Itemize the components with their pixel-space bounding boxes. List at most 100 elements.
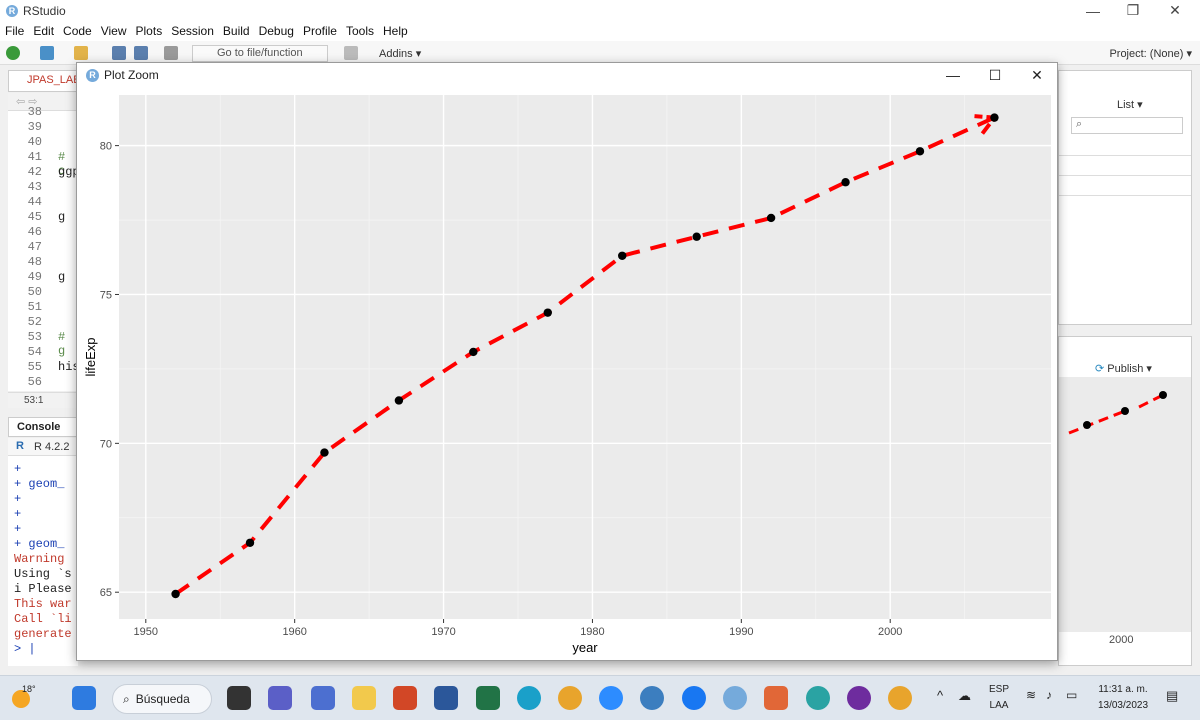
- console-header: R R 4.2.2: [8, 438, 78, 456]
- code-editor[interactable]: 38 39 40 41 42 43 44 45 46 47 48 49 50 51 52 53 54 55 56 # …: [8, 105, 80, 391]
- word-icon[interactable]: [434, 686, 458, 710]
- project-menu[interactable]: Project: (None) ▾: [1109, 48, 1192, 60]
- y-tick-label: 75: [100, 289, 112, 301]
- github-icon[interactable]: [847, 686, 871, 710]
- code-fragment: # g: [58, 330, 66, 358]
- code-fragment: g: [58, 210, 66, 224]
- zoom-maximize-button[interactable]: ☐: [988, 66, 1002, 83]
- y-tick-label: 80: [100, 141, 112, 153]
- onedrive-icon[interactable]: ☁: [958, 688, 971, 703]
- app-icon[interactable]: [640, 686, 664, 710]
- line-number: 38: [27, 105, 42, 119]
- back-arrow-icon[interactable]: ⇦ ⇨: [16, 96, 38, 108]
- console-tabbar: Console: [8, 417, 78, 437]
- region-indicator[interactable]: LAA: [989, 700, 1009, 711]
- publish-button[interactable]: ⟳ Publish ▾: [1095, 363, 1152, 375]
- list-view-button[interactable]: List ▾: [1117, 99, 1143, 111]
- line-number: 54: [27, 345, 42, 359]
- x-tick-label: 1990: [729, 626, 753, 638]
- print-icon[interactable]: [164, 46, 178, 60]
- minimize-button[interactable]: —: [1086, 2, 1100, 19]
- goto-file-input[interactable]: Go to file/function: [192, 45, 328, 62]
- search-app-icon[interactable]: [806, 686, 830, 710]
- task-view-icon[interactable]: [227, 686, 251, 710]
- search-label: Búsqueda: [135, 692, 190, 706]
- addins-label: Addins: [379, 48, 413, 60]
- data-point: [320, 448, 329, 457]
- environment-search-input[interactable]: ⌕: [1071, 117, 1183, 134]
- menu-session[interactable]: Session: [171, 24, 214, 38]
- taskbar-search[interactable]: ⌕ Búsqueda: [112, 684, 212, 714]
- plot-panel: [119, 95, 1051, 619]
- app-title: RStudio: [23, 3, 66, 18]
- editor-nav-bar: ⇦ ⇨: [8, 93, 78, 111]
- wifi-icon[interactable]: ≋: [1026, 688, 1037, 702]
- battery-icon[interactable]: ▭: [1066, 688, 1078, 702]
- menu-code[interactable]: Code: [63, 24, 92, 38]
- save-all-icon[interactable]: [134, 46, 148, 60]
- tab-console[interactable]: Console: [17, 421, 61, 433]
- grid-layout-icon[interactable]: [344, 46, 358, 60]
- x-tick-label: 1980: [580, 626, 604, 638]
- data-point: [692, 232, 701, 241]
- close-button[interactable]: ✕: [1169, 2, 1181, 18]
- chrome-profile-icon[interactable]: [888, 686, 912, 710]
- console-line: +: [14, 492, 22, 506]
- menu-debug[interactable]: Debug: [258, 24, 294, 38]
- menu-edit[interactable]: Edit: [33, 24, 55, 38]
- rstudio-taskbar-icon[interactable]: [723, 686, 747, 710]
- open-file-icon[interactable]: [74, 46, 88, 60]
- excel-icon[interactable]: [476, 686, 500, 710]
- chrome-icon[interactable]: [558, 686, 582, 710]
- plot-area: 1950 1960 1970 1980 1990 2000 65 70 75 80 year life…: [77, 87, 1057, 661]
- menu-plots[interactable]: Plots: [135, 24, 163, 38]
- windows-start-icon[interactable]: [72, 686, 96, 710]
- data-point: [171, 589, 180, 599]
- editor-tabbar: JPAS_LAE: [8, 70, 81, 92]
- zoom-close-button[interactable]: ✕: [1031, 66, 1043, 83]
- zoom-minimize-button[interactable]: —: [946, 67, 960, 83]
- menu-file[interactable]: File: [5, 24, 25, 38]
- console-output[interactable]: + + geom_ + + + + geom_ Warning Using `s i Plea…: [8, 456, 78, 666]
- editor-tab-file[interactable]: JPAS_LAE: [27, 74, 81, 86]
- chevron-up-icon[interactable]: ^: [937, 688, 944, 703]
- powerpoint-icon[interactable]: [393, 686, 417, 710]
- matlab-icon[interactable]: [764, 686, 788, 710]
- line-number: 51: [27, 300, 42, 314]
- plot-zoom-window: R Plot Zoom — ☐ ✕ 1950 1960 1970 1980 1990 20…: [76, 62, 1058, 661]
- new-project-icon[interactable]: [40, 46, 54, 60]
- zoom-icon[interactable]: [599, 686, 623, 710]
- menu-view[interactable]: View: [100, 24, 127, 38]
- thumbnail-point: [1083, 421, 1091, 429]
- new-file-icon[interactable]: [6, 46, 20, 60]
- lifeexp-line-chart: 1950 1960 1970 1980 1990 2000 65 70 75 80 year life…: [83, 95, 1051, 655]
- weather-icon[interactable]: [8, 684, 34, 710]
- thumbnail-point: [1121, 407, 1129, 415]
- console-line: + geom_: [14, 537, 65, 551]
- widgets-icon[interactable]: [311, 686, 335, 710]
- thumbnail-panel: [1059, 377, 1191, 632]
- restore-button[interactable]: ❐: [1126, 2, 1140, 18]
- facebook-icon[interactable]: [682, 686, 706, 710]
- console-line: Using `s: [14, 567, 72, 581]
- thumbnail-axis-label: 2000: [1109, 634, 1133, 646]
- menu-help[interactable]: Help: [383, 24, 408, 38]
- list-label: List: [1117, 99, 1135, 111]
- language-indicator[interactable]: ESP: [988, 684, 1009, 695]
- line-number: 52: [27, 315, 42, 329]
- volume-icon[interactable]: ♪: [1046, 688, 1052, 702]
- teams-icon[interactable]: [268, 686, 292, 710]
- clock-date[interactable]: 13/03/2023: [1097, 700, 1149, 711]
- edge-icon[interactable]: [517, 686, 541, 710]
- save-icon[interactable]: [112, 46, 126, 60]
- addins-menu[interactable]: Addins ▾: [379, 48, 422, 60]
- divider: [1059, 155, 1191, 156]
- menu-profile[interactable]: Profile: [302, 24, 337, 38]
- menu-build[interactable]: Build: [222, 24, 250, 38]
- clock-time[interactable]: 11:31 a. m.: [1098, 684, 1148, 695]
- code-fragment: g: [58, 270, 66, 284]
- notifications-icon[interactable]: ▤: [1166, 688, 1179, 703]
- line-number: 44: [27, 195, 42, 209]
- menu-tools[interactable]: Tools: [345, 24, 374, 38]
- file-explorer-icon[interactable]: [352, 686, 376, 710]
